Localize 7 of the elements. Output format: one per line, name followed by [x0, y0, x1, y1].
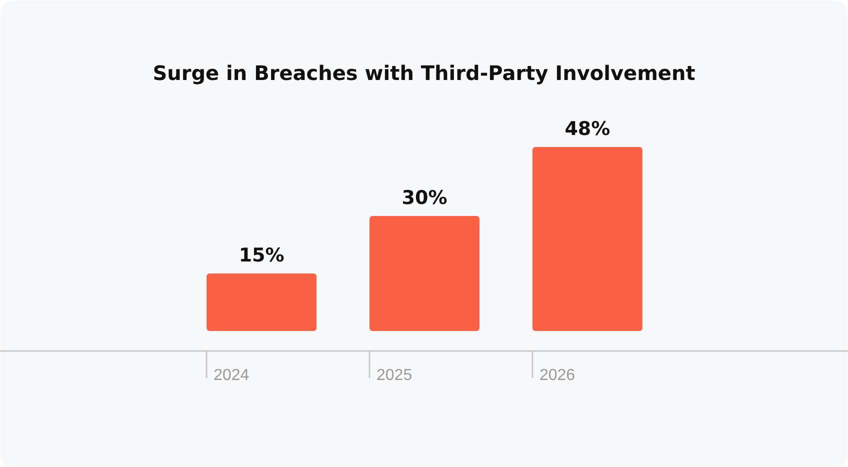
data-label: 30% — [402, 187, 448, 209]
data-label: 48% — [564, 118, 610, 140]
data-label: 15% — [238, 244, 284, 266]
x-tick-label: 2024 — [214, 367, 250, 384]
x-tick-label: 2025 — [376, 367, 412, 384]
x-tick-label: 2026 — [539, 367, 576, 384]
chart-title: Surge in Breaches with Third-Party Involvement — [152, 61, 696, 85]
